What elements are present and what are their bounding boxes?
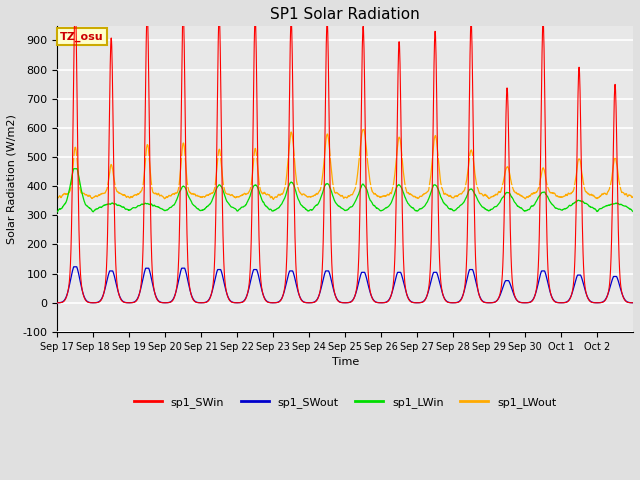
Text: TZ_osu: TZ_osu [60, 32, 104, 42]
Legend: sp1_SWin, sp1_SWout, sp1_LWin, sp1_LWout: sp1_SWin, sp1_SWout, sp1_LWin, sp1_LWout [130, 392, 561, 412]
Title: SP1 Solar Radiation: SP1 Solar Radiation [270, 7, 420, 22]
Y-axis label: Solar Radiation (W/m2): Solar Radiation (W/m2) [7, 114, 17, 244]
X-axis label: Time: Time [332, 357, 359, 367]
